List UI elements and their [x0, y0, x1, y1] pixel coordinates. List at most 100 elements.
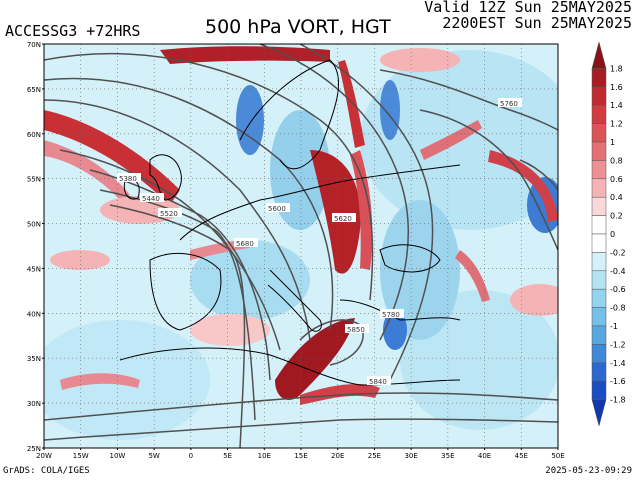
colorbar-label: 0.6	[610, 175, 623, 184]
contour-label: 5520	[160, 210, 178, 218]
height-contour	[299, 44, 434, 381]
height-contour	[44, 418, 558, 441]
positive-vorticity-band	[338, 60, 365, 148]
colorbar-swatch	[591, 178, 607, 198]
height-contour	[89, 169, 271, 381]
strong-negative-region	[380, 80, 400, 140]
colorbar-swatch	[591, 270, 607, 290]
contour-label: 5850	[347, 326, 365, 334]
latitude-label: 45N	[27, 265, 41, 273]
negative-vorticity-region	[270, 110, 330, 230]
longitude-label: 5E	[223, 452, 232, 460]
colorbar-label: 1	[610, 138, 615, 147]
local-time-label: 2200EST Sun 25MAY2025	[442, 14, 632, 32]
colorbar-swatch	[591, 362, 607, 382]
coastlines	[119, 59, 461, 386]
colorbar-swatch	[591, 307, 607, 327]
height-contours	[44, 44, 558, 448]
coastline-italy	[267, 269, 322, 332]
latitude-label: 65N	[27, 86, 41, 94]
coastline-iberia	[149, 252, 222, 331]
height-contour	[99, 189, 256, 421]
colorbar-swatch	[591, 141, 607, 161]
software-credit: GrADS: COLA/IGES	[3, 466, 90, 476]
colorbar-label: -0.8	[610, 304, 626, 313]
positive-vorticity-band	[44, 110, 180, 205]
longitude-label: 10E	[258, 452, 271, 460]
colorbar-label: 0	[610, 230, 615, 239]
colorbar-label: 0.8	[610, 156, 623, 165]
contour-labels: 5760 5380 5440 5520 5600 5620 5680 5780 …	[117, 98, 522, 386]
longitude-label: 30E	[404, 452, 417, 460]
coastline-continent	[179, 164, 461, 241]
colorbar-label: -1.2	[610, 340, 626, 349]
positive-vorticity-band	[420, 120, 482, 160]
contour-label: 5440	[142, 195, 160, 203]
colorbar-swatch	[591, 325, 607, 345]
longitude-label: 50E	[551, 452, 564, 460]
positive-vorticity-band	[275, 318, 355, 400]
coastline-north-africa	[119, 347, 461, 386]
height-contour	[44, 392, 558, 421]
colorbar-label: -1.6	[610, 377, 626, 386]
run-timestamp: 2025-05-23-09:29	[545, 466, 632, 476]
positive-vorticity-band	[310, 150, 361, 274]
latitude-label: 25N	[27, 445, 41, 453]
positive-vorticity-band	[44, 140, 130, 200]
colorbar-label: 1.8	[610, 64, 623, 73]
contour-label: 5780	[382, 311, 400, 319]
chart-title: 500 hPa VORT, HGT	[205, 16, 391, 38]
longitude-label: 45E	[515, 452, 528, 460]
longitude-label: 20W	[36, 452, 52, 460]
height-contour	[379, 69, 558, 131]
colorbar-swatch	[591, 196, 607, 216]
vorticity-field	[44, 46, 558, 440]
colorbar-label: -1.4	[610, 359, 626, 368]
colorbar-swatch	[591, 160, 607, 180]
strong-negative-region	[236, 85, 264, 155]
coastline-black-sea	[379, 244, 441, 273]
latitude-label: 35N	[27, 355, 41, 363]
contour-label: 5840	[369, 378, 387, 386]
colorbar-swatch	[591, 399, 607, 427]
longitude-label: 15W	[73, 452, 89, 460]
colorbar-swatch	[591, 104, 607, 124]
contour-label: 5600	[268, 205, 286, 213]
colorbar-swatch	[591, 68, 607, 88]
model-run-label: ACCESSG3 +72HRS	[5, 22, 141, 40]
colorbar-label: 1.4	[610, 101, 623, 110]
latitude-label: 70N	[27, 41, 41, 49]
positive-vorticity-band	[350, 150, 373, 270]
colorbar-label: -0.4	[610, 267, 626, 276]
colorbar-swatch	[591, 344, 607, 364]
height-contour	[259, 44, 410, 341]
contour-label: 5620	[334, 215, 352, 223]
colorbar-label: -1.8	[610, 396, 626, 405]
colorbar-label: 1.2	[610, 120, 623, 129]
longitude-label: 20E	[331, 452, 344, 460]
height-contour	[44, 77, 334, 331]
latitude-label: 50N	[27, 221, 41, 229]
latitude-labels: 70N 65N 60N 55N 50N 45N 40N 35N 30N 25N	[27, 41, 44, 453]
colorbar-label: 1.6	[610, 83, 623, 92]
longitude-label: 10W	[110, 452, 126, 460]
latitude-label: 40N	[27, 310, 41, 318]
colorbar-swatch	[591, 41, 607, 69]
colorbar-label: -0.6	[610, 285, 626, 294]
positive-vorticity-band	[455, 250, 490, 302]
longitude-label: 0	[189, 452, 193, 460]
vorticity-colorbar: 1.8 1.6 1.4 1.2 1 0.8 0.6 0.4 0.2 0 -0.2 -0.4 -0.6 -0…	[591, 41, 626, 427]
positive-vorticity-band	[160, 46, 330, 64]
height-contour	[419, 109, 558, 251]
longitude-labels: 20W 15W 10W 5W 0 5E 10E 15E 20E 25E 30E 35E 40E 45E 50…	[36, 448, 565, 460]
colorbar-label: 0.2	[610, 212, 623, 221]
colorbar-swatch	[591, 380, 607, 400]
positive-vorticity-region	[50, 250, 110, 270]
coastline-greece-turkey	[339, 299, 461, 321]
height-contour	[109, 204, 246, 448]
longitude-label: 35E	[441, 452, 454, 460]
height-contour	[59, 149, 281, 351]
contour-label: 5380	[119, 175, 137, 183]
longitude-label: 5W	[148, 452, 159, 460]
